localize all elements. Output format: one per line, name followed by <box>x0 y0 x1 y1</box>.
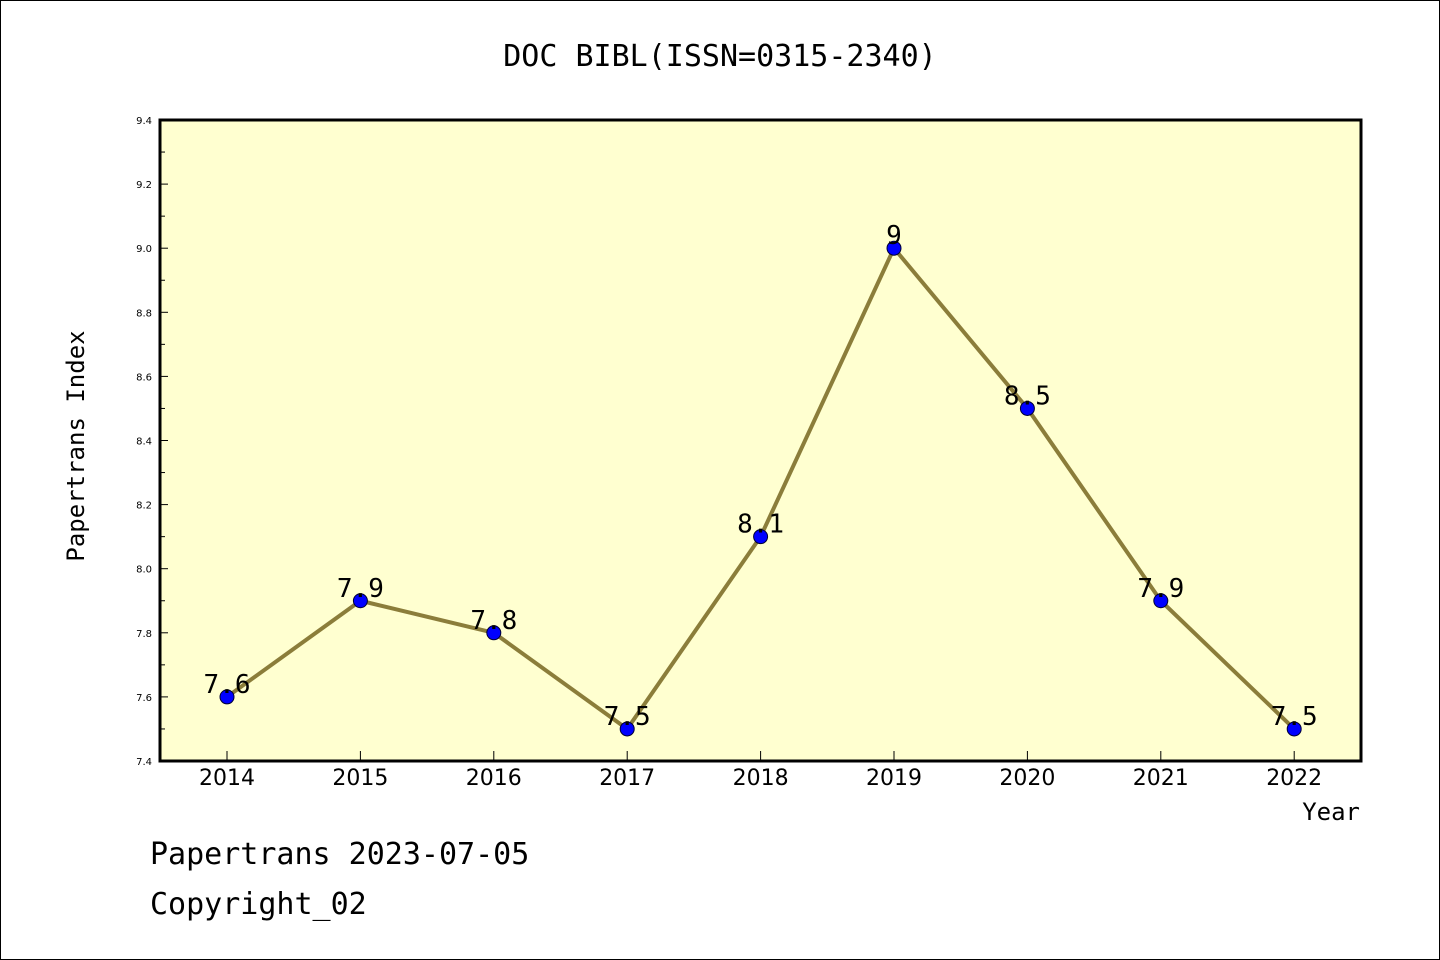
y-tick-label: 9.2 <box>136 180 152 191</box>
footer-date: Papertrans 2023-07-05 <box>150 837 529 872</box>
data-label: 7.6 <box>204 670 251 700</box>
plot-border <box>158 118 1363 763</box>
data-point <box>1019 400 1035 416</box>
data-label: 7.5 <box>1271 702 1318 732</box>
y-tick-label: 9.4 <box>136 116 152 127</box>
x-tick-label: 2020 <box>999 766 1055 791</box>
x-tick-label: 2016 <box>466 766 522 791</box>
x-tick-label: 2017 <box>599 766 655 791</box>
y-axis-label: Papertrans Index <box>62 330 90 561</box>
x-tick-label: 2019 <box>866 766 922 791</box>
data-label: 7.9 <box>337 574 384 604</box>
data-label: 7.8 <box>470 606 517 636</box>
data-label: 7.9 <box>1137 574 1184 604</box>
data-point <box>486 625 502 641</box>
data-label: 9 <box>886 221 902 251</box>
data-point <box>886 240 902 256</box>
data-label: 7.5 <box>604 702 651 732</box>
x-tick-label: 2014 <box>199 766 255 791</box>
plot-area <box>160 120 1361 761</box>
series-layer: 7.6 7.9 7.8 7.5 8.1 9 8.5 7.9 7.5 <box>204 221 1318 737</box>
x-tick-label: 2018 <box>733 766 789 791</box>
x-axis: 2014 2015 2016 2017 2018 2019 2020 2021 2022 <box>199 751 1322 791</box>
y-tick-label: 7.6 <box>136 693 152 704</box>
x-axis-label: Year <box>1302 798 1360 826</box>
y-tick-label: 9.0 <box>136 244 152 255</box>
y-tick-label: 8.2 <box>136 501 152 512</box>
y-tick-label: 8.0 <box>136 565 152 576</box>
y-tick-label: 8.4 <box>136 437 152 448</box>
x-tick-label: 2015 <box>332 766 388 791</box>
y-tick-label: 8.6 <box>136 372 152 383</box>
data-point <box>352 593 368 609</box>
chart-title: DOC BIBL(ISSN=0315-2340) <box>503 39 936 74</box>
x-tick-label: 2021 <box>1133 766 1189 791</box>
data-label: 8.5 <box>1004 381 1051 411</box>
data-point <box>1153 593 1169 609</box>
y-tick-label: 7.8 <box>136 629 152 640</box>
data-point <box>619 721 635 737</box>
data-point <box>219 689 235 705</box>
y-tick-label: 8.8 <box>136 308 152 319</box>
data-label: 8.1 <box>737 510 784 540</box>
x-tick-label: 2022 <box>1266 766 1322 791</box>
footer-copyright: Copyright_02 <box>150 887 367 922</box>
y-tick-label: 7.4 <box>136 757 152 768</box>
data-point <box>753 529 769 545</box>
data-point <box>1286 721 1302 737</box>
